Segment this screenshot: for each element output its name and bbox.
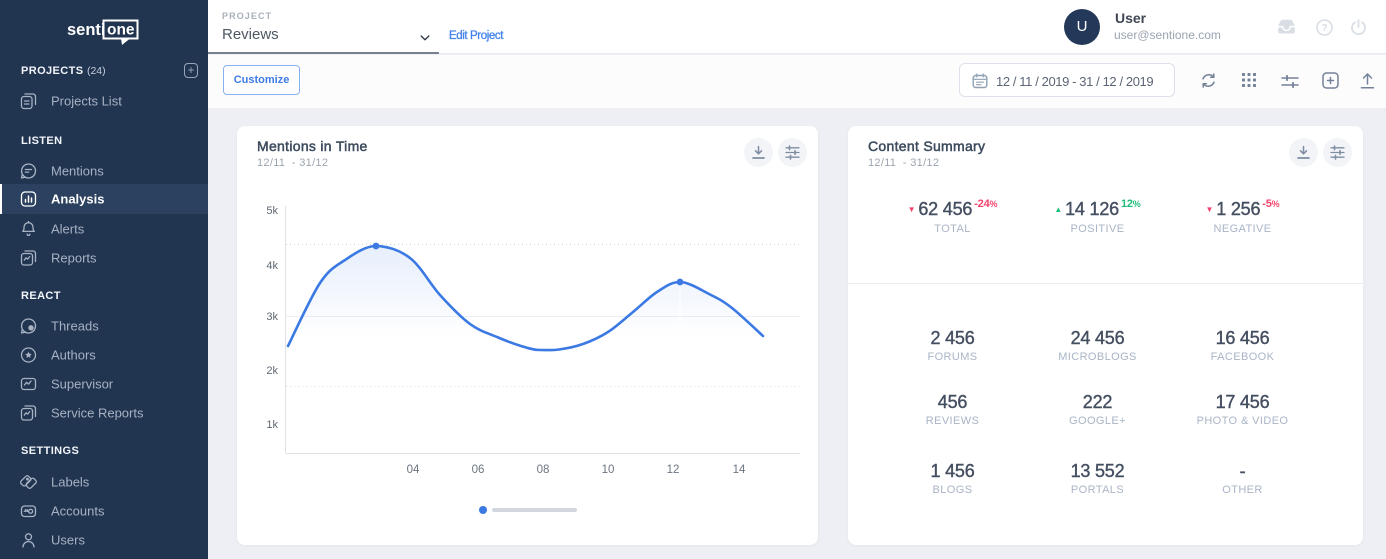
svg-text:08: 08 [537, 464, 550, 476]
svg-text:5k: 5k [266, 205, 278, 217]
svg-text:2k: 2k [266, 365, 278, 377]
svg-text:12: 12 [667, 464, 680, 476]
svg-text:14: 14 [733, 464, 746, 476]
svg-text:4k: 4k [266, 260, 278, 272]
svg-text:3k: 3k [266, 311, 278, 323]
svg-text:10: 10 [602, 464, 615, 476]
svg-text:senti: senti [67, 21, 106, 39]
svg-text:06: 06 [472, 464, 485, 476]
svg-text:one: one [107, 22, 135, 39]
svg-text:04: 04 [407, 464, 420, 476]
svg-text:1k: 1k [266, 419, 278, 431]
svg-text:?: ? [1321, 23, 1327, 34]
